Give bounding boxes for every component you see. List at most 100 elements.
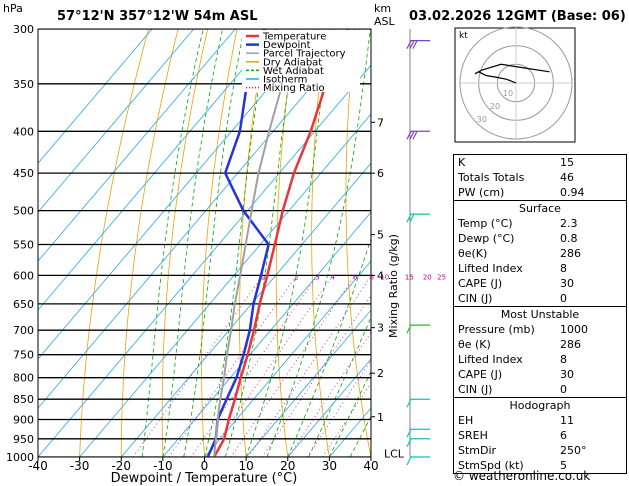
km-tick-label: 4 <box>377 269 384 282</box>
km-tick-label: 2 <box>377 367 384 380</box>
index-value: 15 <box>560 156 574 169</box>
pressure-tick-label: 900 <box>13 414 34 427</box>
hpa-label: hPa <box>3 2 23 15</box>
mixing-ratio-label: 20 <box>423 273 432 281</box>
pressure-tick-label: 1000 <box>6 451 34 464</box>
pressure-tick-label: 500 <box>13 205 34 218</box>
hodograph-indices: EH 11 SREH 6 StmDir 250° StmSpd (kt) 5 <box>454 413 626 473</box>
pressure-tick-label: 600 <box>13 269 34 282</box>
mixing-ratio-line <box>247 275 371 457</box>
index-value: 46 <box>560 171 574 184</box>
location-title: 57°12'N 357°12'W 54m ASL <box>57 9 258 24</box>
index-label: Temp (°C) <box>458 217 513 230</box>
index-row: CAPE (J) 30 <box>454 367 626 382</box>
index-label: K <box>458 156 466 169</box>
index-label: Lifted Index <box>458 262 523 275</box>
wind-barbs <box>406 29 430 466</box>
mixing-ratio-label: 6 <box>353 273 358 281</box>
wind-barb-flag <box>406 213 412 223</box>
series-temperature <box>213 29 349 457</box>
km-tick-label: 6 <box>377 167 384 180</box>
index-row: Pressure (mb) 1000 <box>454 322 626 337</box>
dry-adiabat <box>201 29 238 457</box>
index-label: StmDir <box>458 444 497 457</box>
temp-tick-label: 10 <box>238 459 253 473</box>
wind-barb-flag <box>409 40 415 49</box>
index-label: Pressure (mb) <box>458 323 535 336</box>
surface-title: Surface <box>454 200 626 216</box>
index-value: 0.8 <box>560 232 578 245</box>
isotherm <box>204 260 371 457</box>
index-row: θe (K) 286 <box>454 337 626 352</box>
wind-barb-flag <box>409 213 415 223</box>
pressure-tick-label: 400 <box>13 125 34 138</box>
pressure-tick-label: 800 <box>13 372 34 385</box>
index-value: 8 <box>560 353 567 366</box>
pressure-tick-label: 750 <box>13 349 34 362</box>
index-row: EH 11 <box>454 413 626 428</box>
x-axis-label: Dewpoint / Temperature (°C) <box>111 471 298 486</box>
unstable-title: Most Unstable <box>454 306 626 322</box>
wind-barb-flag <box>412 130 418 140</box>
temp-tick-label: 0 <box>201 459 209 473</box>
pressure-tick-label: 350 <box>13 78 34 91</box>
isotherm <box>287 358 371 457</box>
index-label: PW (cm) <box>458 186 505 199</box>
temp-tick-label: -30 <box>70 459 90 473</box>
temp-tick-label: -10 <box>153 459 173 473</box>
temp-tick-label: 20 <box>280 459 295 473</box>
index-value: 8 <box>560 262 567 275</box>
lcl-label: LCL <box>384 447 405 460</box>
pressure-tick-label: 700 <box>13 324 34 337</box>
wind-barb-flag <box>406 130 412 140</box>
km-tick-label: 7 <box>377 116 384 129</box>
index-row: CAPE (J) 30 <box>454 276 626 291</box>
pressure-tick-label: 650 <box>13 298 34 311</box>
index-row: CIN (J) 0 <box>454 382 626 397</box>
unstable-indices: Pressure (mb) 1000 θe (K) 286 Lifted Index 8 C… <box>454 322 626 397</box>
pressure-tick-label: 550 <box>13 239 34 252</box>
legend-label: Mixing Ratio <box>263 83 325 94</box>
index-label: Dewp (°C) <box>458 232 515 245</box>
index-label: Totals Totals <box>458 171 525 184</box>
wind-barb-flag <box>406 324 412 334</box>
index-value: 0 <box>560 383 567 396</box>
index-label: StmSpd (kt) <box>458 459 524 472</box>
temp-tick-label: -20 <box>111 459 131 473</box>
hodograph-unit-label: kt <box>459 31 468 41</box>
index-row: SREH 6 <box>454 428 626 443</box>
legend-label: Parcel Trajectory <box>263 49 346 60</box>
chart-series <box>206 29 349 457</box>
legend-label: Dewpoint <box>263 40 311 51</box>
dry-adiabat <box>411 29 454 457</box>
mixing-ratio-label: 1 <box>261 273 265 281</box>
dry-adiabat <box>161 29 208 457</box>
index-value: 0 <box>560 292 567 305</box>
index-value: 1000 <box>560 323 588 336</box>
isotherm <box>38 29 361 409</box>
pressure-tick-label: 300 <box>13 23 34 36</box>
index-row: CIN (J) 0 <box>454 291 626 306</box>
index-row: Lifted Index 8 <box>454 352 626 367</box>
index-value: 286 <box>560 247 581 260</box>
mixing-ratio-label: 25 <box>437 273 446 281</box>
mixing-ratio-label: 4 <box>331 273 336 281</box>
legend-box <box>242 30 360 92</box>
wind-barb-flag <box>412 40 418 49</box>
index-row: Dewp (°C) 0.8 <box>454 231 626 246</box>
mixing-ratio-label: 3 <box>315 273 319 281</box>
isotherm <box>38 29 153 164</box>
index-row: PW (cm) 0.94 <box>454 185 626 200</box>
index-label: CAPE (J) <box>458 368 503 381</box>
wind-barb-flag <box>406 429 412 438</box>
km-tick-label: 5 <box>377 229 384 242</box>
index-label: CIN (J) <box>458 383 493 396</box>
copyright: © weatheronline.co.uk <box>453 469 591 483</box>
wind-barb-flag <box>409 130 415 140</box>
mixing-ratio-label: 8 <box>369 273 373 281</box>
index-label: EH <box>458 414 474 427</box>
hodograph-trace <box>474 63 550 84</box>
pressure-tick-label: 450 <box>13 167 34 180</box>
series-dewpoint <box>206 29 270 457</box>
